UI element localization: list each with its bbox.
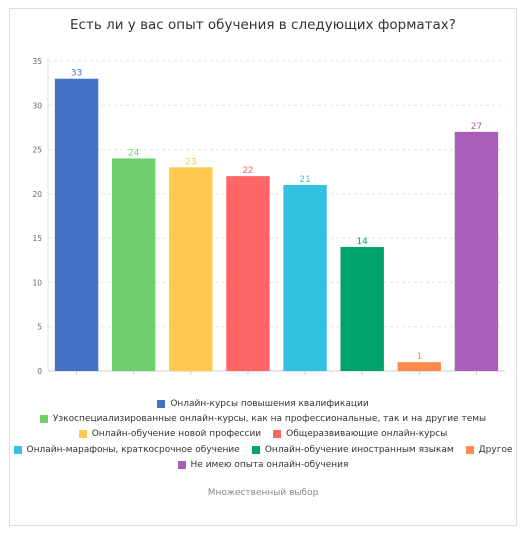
legend-item[interactable]: Другое	[465, 444, 513, 455]
y-tick-label: 5	[37, 323, 42, 332]
data-label: 24	[128, 148, 140, 158]
legend-swatch	[39, 414, 48, 423]
legend-swatch	[157, 399, 166, 408]
data-label: 1	[416, 352, 422, 362]
bar	[54, 78, 99, 371]
bar	[226, 176, 270, 371]
legend: Онлайн-курсы повышения квалификации Узко…	[0, 396, 526, 472]
legend-item[interactable]: Онлайн-обучение новой профессии	[78, 429, 262, 440]
legend-label: Узкоспециализированные онлайн-курсы, как…	[52, 413, 487, 424]
legend-label: Онлайн-обучение иностранным языкам	[264, 444, 454, 455]
bar	[340, 247, 384, 371]
legend-label: Другое	[478, 444, 513, 455]
legend-swatch	[251, 445, 260, 454]
legend-row: Онлайн-марафоны, краткосрочное обучение …	[0, 442, 526, 457]
y-tick-label: 25	[32, 146, 42, 155]
y-tick-label: 0	[37, 367, 42, 376]
data-label: 33	[71, 69, 82, 79]
legend-item[interactable]: Онлайн-курсы повышения квалификации	[157, 398, 369, 409]
legend-item[interactable]: Не имею опыта онлайн-обучения	[177, 459, 349, 470]
legend-row: Онлайн-обучение новой профессии Общеразв…	[0, 427, 526, 442]
legend-label: Общеразвивающие онлайн-курсы	[286, 429, 448, 440]
bar	[111, 158, 156, 371]
legend-swatch	[273, 430, 282, 439]
data-label: 14	[356, 237, 368, 247]
legend-item[interactable]: Онлайн-марафоны, краткосрочное обучение	[13, 444, 240, 455]
y-tick-label: 10	[32, 278, 42, 287]
legend-item[interactable]: Узкоспециализированные онлайн-курсы, как…	[39, 413, 487, 424]
footnote: Множественный выбор	[207, 488, 319, 498]
legend-label: Не имею опыта онлайн-обучения	[190, 459, 349, 470]
legend-label: Онлайн-курсы повышения квалификации	[170, 398, 369, 409]
y-tick-label: 15	[32, 234, 42, 243]
legend-label: Онлайн-обучение новой профессии	[91, 429, 262, 440]
legend-swatch	[13, 445, 22, 454]
legend-row: Онлайн-курсы повышения квалификации	[0, 396, 526, 411]
y-tick-label: 35	[32, 57, 42, 66]
data-label: 22	[242, 166, 253, 176]
bar-chart: 0 5 10 15 20 25 30 35 33 24 23 22 21 14 1 27	[32, 57, 505, 376]
y-tick-label: 20	[32, 190, 42, 199]
data-label: 23	[185, 157, 196, 167]
legend-swatch	[177, 460, 186, 469]
legend-row: Узкоспециализированные онлайн-курсы, как…	[0, 411, 526, 426]
legend-label: Онлайн-марафоны, краткосрочное обучение	[26, 444, 240, 455]
bar	[397, 362, 442, 371]
legend-item[interactable]: Общеразвивающие онлайн-курсы	[273, 429, 447, 439]
bar	[283, 185, 327, 371]
bar	[454, 131, 499, 371]
chart-title: Есть ли у вас опыт обучения в следующих …	[70, 17, 456, 33]
legend-row: Не имею опыта онлайн-обучения	[0, 457, 526, 472]
legend-swatch	[465, 445, 474, 454]
data-label: 21	[299, 175, 310, 185]
bar	[169, 167, 213, 371]
y-tick-label: 30	[32, 101, 42, 110]
data-label: 27	[471, 122, 482, 132]
legend-swatch	[78, 430, 87, 439]
legend-item[interactable]: Онлайн-обучение иностранным языкам	[251, 444, 454, 455]
